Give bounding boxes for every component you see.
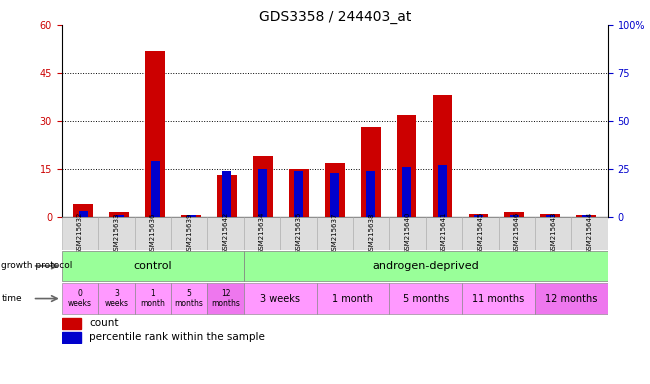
Text: GSM215646: GSM215646 bbox=[514, 212, 520, 255]
Bar bbox=[426, 217, 462, 250]
Bar bbox=[244, 283, 317, 314]
Text: percentile rank within the sample: percentile rank within the sample bbox=[89, 332, 265, 342]
Bar bbox=[577, 215, 596, 217]
Text: count: count bbox=[89, 318, 118, 328]
Bar bbox=[98, 283, 135, 314]
Bar bbox=[135, 217, 171, 250]
Bar bbox=[535, 283, 608, 314]
Bar bbox=[62, 332, 81, 343]
Text: GSM215642: GSM215642 bbox=[222, 212, 229, 255]
Bar bbox=[79, 211, 88, 217]
Text: 3 weeks: 3 weeks bbox=[260, 293, 300, 304]
Text: GSM215641: GSM215641 bbox=[441, 212, 447, 255]
Bar bbox=[145, 51, 165, 217]
Title: GDS3358 / 244403_at: GDS3358 / 244403_at bbox=[259, 10, 411, 24]
Bar bbox=[540, 214, 560, 217]
Bar bbox=[462, 217, 499, 250]
Bar bbox=[317, 217, 353, 250]
Text: GSM215634: GSM215634 bbox=[259, 212, 265, 255]
Text: GSM215633: GSM215633 bbox=[113, 212, 120, 255]
Text: GSM215635: GSM215635 bbox=[295, 212, 302, 255]
Text: 1 month: 1 month bbox=[332, 293, 374, 304]
Text: GSM215645: GSM215645 bbox=[477, 212, 484, 255]
Bar bbox=[571, 217, 608, 250]
Bar bbox=[62, 318, 81, 329]
Text: 5
months: 5 months bbox=[175, 289, 203, 308]
Bar bbox=[389, 217, 426, 250]
Text: 3
weeks: 3 weeks bbox=[105, 289, 128, 308]
Bar bbox=[469, 214, 488, 217]
Bar bbox=[474, 215, 483, 217]
Bar bbox=[510, 215, 519, 217]
Bar bbox=[259, 169, 267, 217]
Text: control: control bbox=[133, 261, 172, 271]
Text: androgen-deprived: androgen-deprived bbox=[372, 261, 479, 271]
Text: GSM215644: GSM215644 bbox=[586, 212, 593, 255]
Bar bbox=[109, 212, 129, 217]
Bar bbox=[317, 283, 389, 314]
Bar bbox=[504, 212, 525, 217]
Text: 12 months: 12 months bbox=[545, 293, 597, 304]
Bar bbox=[244, 217, 280, 250]
Bar bbox=[207, 283, 244, 314]
Text: 0
weeks: 0 weeks bbox=[68, 289, 92, 308]
Bar bbox=[207, 217, 244, 250]
Bar bbox=[62, 251, 244, 281]
Bar bbox=[289, 169, 309, 217]
Text: GSM215632: GSM215632 bbox=[77, 212, 83, 255]
Bar bbox=[181, 215, 201, 217]
Bar bbox=[361, 127, 380, 217]
Bar bbox=[62, 283, 98, 314]
Text: GSM215640: GSM215640 bbox=[404, 212, 411, 255]
Text: GSM215638: GSM215638 bbox=[368, 212, 374, 255]
Text: 1
month: 1 month bbox=[140, 289, 165, 308]
Text: 12
months: 12 months bbox=[211, 289, 240, 308]
Bar bbox=[396, 114, 417, 217]
Bar bbox=[546, 215, 554, 217]
Bar bbox=[535, 217, 571, 250]
Bar bbox=[582, 215, 591, 217]
Text: GSM215643: GSM215643 bbox=[550, 212, 556, 255]
Bar bbox=[187, 215, 196, 217]
Bar bbox=[438, 165, 447, 217]
Bar bbox=[115, 215, 124, 217]
Bar bbox=[433, 95, 452, 217]
Text: growth protocol: growth protocol bbox=[1, 262, 73, 270]
Bar bbox=[253, 156, 273, 217]
Bar bbox=[499, 217, 535, 250]
Bar bbox=[135, 283, 171, 314]
Bar bbox=[171, 283, 207, 314]
Bar bbox=[244, 251, 608, 281]
Bar bbox=[171, 217, 207, 250]
Bar bbox=[462, 283, 535, 314]
Text: time: time bbox=[1, 294, 22, 303]
Bar bbox=[389, 283, 462, 314]
Bar bbox=[294, 171, 304, 217]
Text: GSM215637: GSM215637 bbox=[332, 212, 338, 255]
Bar bbox=[222, 171, 231, 217]
Bar bbox=[217, 175, 237, 217]
Bar bbox=[366, 171, 375, 217]
Text: GSM215636: GSM215636 bbox=[150, 212, 156, 255]
Bar bbox=[62, 217, 98, 250]
Text: 11 months: 11 months bbox=[473, 293, 525, 304]
Bar bbox=[353, 217, 389, 250]
Text: GSM215639: GSM215639 bbox=[186, 212, 192, 255]
Bar bbox=[280, 217, 317, 250]
Bar bbox=[325, 162, 344, 217]
Bar bbox=[98, 217, 135, 250]
Bar bbox=[330, 173, 339, 217]
Bar bbox=[73, 204, 93, 217]
Bar bbox=[402, 167, 411, 217]
Bar bbox=[151, 161, 160, 217]
Text: 5 months: 5 months bbox=[402, 293, 449, 304]
